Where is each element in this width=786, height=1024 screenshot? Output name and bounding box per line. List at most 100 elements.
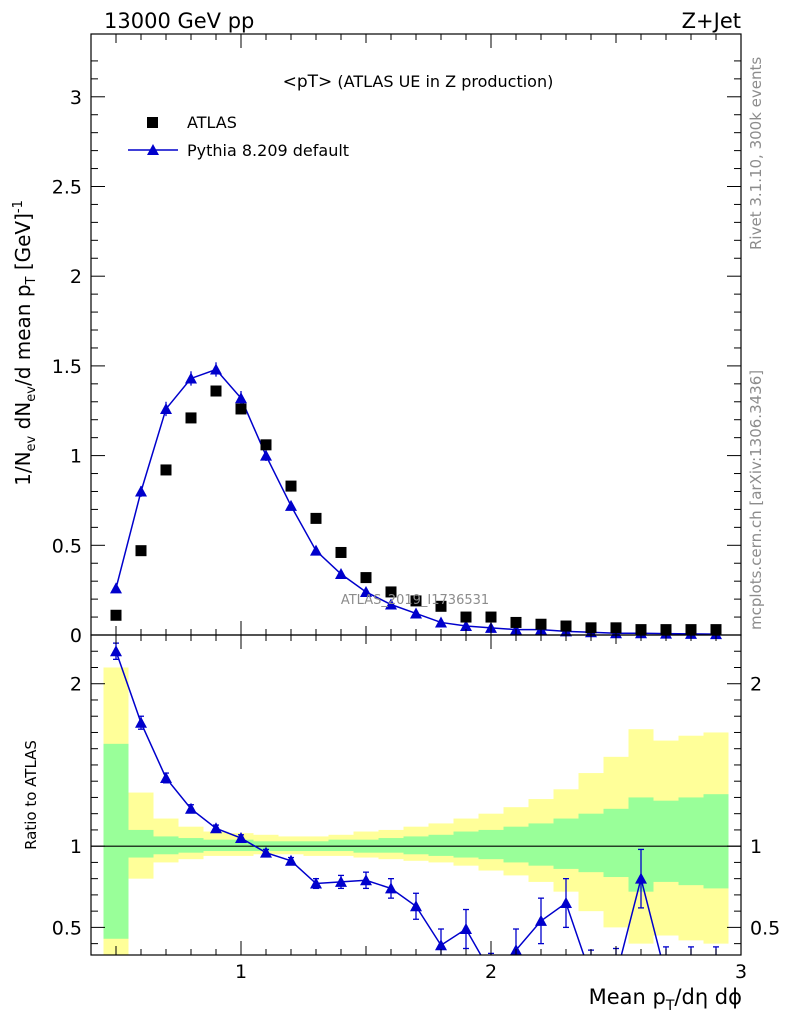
ratio-bands (103, 667, 729, 955)
band-inner-bin (503, 826, 529, 863)
pythia-point (185, 372, 197, 384)
y-tick-label-main: 2.5 (52, 176, 82, 198)
pythia-point (235, 392, 247, 404)
ratio-point (110, 645, 122, 657)
atlas-point (585, 622, 597, 634)
axis-ticks: 1 2 300.511.522.530.5 0.51 12 2 (52, 34, 780, 983)
ratio-point (335, 875, 347, 887)
band-inner-bin (178, 838, 204, 853)
pythia-point (160, 402, 172, 414)
pythia-point (435, 616, 447, 628)
band-inner-bin (228, 839, 254, 852)
band-inner-bin (703, 794, 729, 889)
ratio-point (260, 846, 272, 858)
legend: ATLAS Pythia 8.209 default (128, 113, 349, 160)
pythia-point (335, 568, 347, 580)
y-axis-label-main: 1/Nev dNev/d mean pT [GeV]-1 (11, 200, 39, 486)
atlas-point (185, 412, 197, 424)
atlas-point (110, 609, 122, 621)
band-inner-bin (603, 808, 629, 878)
legend-atlas-label: ATLAS (187, 113, 237, 132)
band-inner-bin (453, 831, 479, 858)
y-tick-label-ratio-left: 0.5 (52, 917, 82, 939)
process-label: Z+Jet (682, 9, 741, 33)
atlas-point (210, 385, 222, 397)
atlas-point (460, 611, 472, 623)
ratio-point (210, 822, 222, 834)
ratio-point (235, 832, 247, 844)
chart-title: <pT> (ATLAS UE in Z production) (283, 72, 554, 92)
y-tick-label-main: 1 (70, 446, 82, 468)
band-inner-bin (378, 838, 404, 853)
band-inner-bin (528, 823, 554, 866)
band-inner-bin (653, 800, 679, 882)
atlas-point (360, 572, 372, 584)
ratio-point (460, 923, 472, 935)
ratio-point (410, 900, 422, 912)
y-tick-label-main: 3 (70, 87, 82, 109)
x-tick-label: 3 (735, 961, 747, 983)
pythia-point (360, 585, 372, 597)
y-axis-label-ratio: Ratio to ATLAS (22, 740, 40, 850)
rivet-label: Rivet 3.1.10, 300k events (747, 57, 765, 250)
ratio-point (185, 802, 197, 814)
atlas-point (285, 480, 297, 492)
ratio-point (385, 882, 397, 894)
y-tick-label-ratio-left: 2 (70, 674, 82, 696)
pythia-point (310, 544, 322, 556)
energy-label: 13000 GeV pp (104, 9, 254, 33)
pythia-point (410, 607, 422, 619)
pythia-point (210, 363, 222, 375)
atlas-point (510, 616, 522, 628)
ratio-series (110, 642, 719, 955)
pythia-point (385, 598, 397, 610)
ratio-point (135, 716, 147, 728)
mcplots-label: mcplots.cern.ch [arXiv:1306.3436] (747, 370, 765, 630)
atlas-point (410, 595, 422, 607)
pythia-point (460, 620, 472, 632)
pythia-point (285, 499, 297, 511)
y-tick-label-main: 0.5 (52, 535, 82, 557)
legend-pythia-marker (147, 144, 159, 155)
legend-atlas-marker (147, 117, 158, 128)
x-tick-label: 1 (235, 961, 247, 983)
pythia-point (260, 449, 272, 461)
title-main: <pT> (283, 72, 333, 92)
ratio-point (285, 854, 297, 866)
x-tick-label: 2 (485, 961, 497, 983)
band-inner-bin (153, 836, 179, 855)
ratio-point (360, 874, 372, 886)
atlas-point (535, 618, 547, 630)
x-axis-label: Mean pT/dη dϕ (589, 985, 742, 1014)
band-inner-bin (578, 813, 604, 873)
pythia-point (110, 582, 122, 594)
y-tick-label-ratio-right: 0.5 (750, 917, 780, 939)
y-tick-label-ratio-left: 1 (70, 836, 82, 858)
atlas-point (485, 611, 497, 623)
band-inner-bin (678, 797, 704, 886)
ratio-point (535, 914, 547, 926)
atlas-point (560, 620, 572, 632)
y-tick-label-ratio-right: 1 (750, 836, 762, 858)
ratio-point (435, 939, 447, 951)
ratio-point (635, 872, 647, 884)
band-inner-bin (203, 839, 229, 852)
atlas-point (235, 403, 247, 415)
ratio-point (160, 771, 172, 783)
band-inner-bin (128, 829, 154, 858)
atlas-point (335, 546, 347, 558)
band-inner-bin (553, 818, 579, 869)
atlas-point (260, 439, 272, 451)
band-inner-bin (428, 834, 454, 856)
y-tick-label-main: 1.5 (52, 356, 82, 378)
atlas-point (435, 600, 447, 612)
pythia-point (135, 485, 147, 497)
analysis-watermark: ATLAS_2019_I1736531 (341, 593, 489, 608)
band-inner-bin (403, 836, 429, 855)
ratio-point (560, 897, 572, 909)
band-inner-bin (103, 743, 129, 939)
atlas-point (160, 464, 172, 476)
atlas-point (135, 545, 147, 557)
atlas-point (310, 512, 322, 524)
